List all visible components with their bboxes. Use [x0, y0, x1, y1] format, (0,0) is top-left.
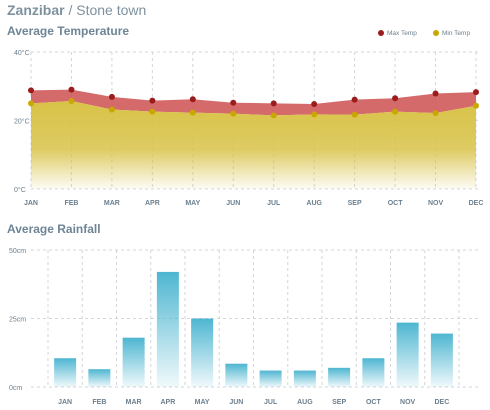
location-name: Zanzibar	[7, 2, 65, 18]
temp-legend: Max Temp Min Temp	[378, 30, 470, 37]
temp-x-tick-label: JUN	[226, 200, 240, 207]
min-temp-point	[108, 106, 115, 113]
temp-x-tick-label: NOV	[428, 200, 444, 207]
temp-x-tick-label: APR	[145, 200, 160, 207]
rain-bar	[54, 358, 77, 387]
max-temp-point	[68, 86, 75, 93]
temp-y-tick-label: 40°C	[14, 49, 30, 57]
rainfall-chart: 0cm 25cm 50cm JAN FEB MAR APR MAY JUN JUL AUG SEP OC…	[9, 248, 480, 406]
rain-y-tick-label: 0cm	[9, 385, 22, 392]
temperature-chart-title: Average Temperature	[7, 24, 130, 38]
legend-swatch	[378, 30, 384, 36]
temp-x-tick-label: FEB	[64, 200, 78, 207]
temp-x-tick-label: MAY	[185, 200, 200, 207]
location-separator: /	[68, 2, 73, 18]
temp-x-tick-label: SEP	[348, 200, 362, 207]
rain-y-tick-label: 50cm	[9, 248, 26, 255]
temp-x-tick-label: AUG	[306, 200, 322, 207]
rain-x-tick-label: DEC	[434, 399, 449, 406]
rain-bar	[362, 358, 385, 387]
rain-x-tick-label: MAY	[195, 399, 210, 406]
min-temp-point	[270, 112, 277, 119]
legend-label: Max Temp	[387, 30, 417, 37]
min-temp-point	[311, 111, 318, 118]
temp-x-tick-label: JAN	[24, 200, 38, 207]
rain-bar	[225, 363, 248, 387]
rain-x-tick-label: JUN	[229, 399, 243, 406]
location-header: Zanzibar / Stone town	[7, 2, 146, 18]
rain-x-tick-label: OCT	[366, 399, 382, 406]
max-temp-point	[432, 90, 439, 97]
min-temp-point	[392, 108, 399, 115]
rain-bar	[259, 370, 282, 387]
rain-bar	[88, 369, 111, 387]
rain-x-tick-label: JAN	[58, 399, 72, 406]
min-temp-point	[351, 111, 358, 118]
min-temp-point	[68, 97, 75, 104]
max-temp-point	[473, 89, 479, 96]
rain-bar	[328, 367, 351, 387]
max-temp-point	[189, 96, 196, 103]
min-temp-point	[230, 110, 237, 117]
rain-bar	[430, 333, 453, 387]
rain-x-tick-label: FEB	[92, 399, 106, 406]
min-temp-area	[31, 100, 476, 189]
min-temp-point	[473, 102, 479, 109]
min-temp-point	[149, 108, 156, 115]
min-temp-point	[28, 100, 34, 107]
max-temp-point	[392, 95, 399, 102]
temperature-chart: 0°C 20°C 40°C JAN FEB MAR APR MAY JUN JUL AUG SEP OC…	[14, 30, 484, 207]
rain-bar	[191, 318, 214, 387]
max-temp-point	[28, 87, 34, 94]
legend-label: Min Temp	[442, 30, 470, 37]
max-temp-point	[351, 96, 358, 103]
max-temp-point	[108, 93, 115, 100]
rain-x-tick-label: APR	[160, 399, 175, 406]
temp-x-tick-label: OCT	[388, 200, 404, 207]
rain-bar	[156, 271, 179, 387]
temp-y-tick-label: 20°C	[14, 118, 30, 126]
temp-y-tick-label: 0°C	[14, 186, 26, 194]
rain-x-tick-label: SEP	[332, 399, 346, 406]
rain-x-tick-label: AUG	[297, 399, 313, 406]
temp-x-tick-label: JUL	[267, 200, 281, 207]
rain-x-tick-label: MAR	[126, 399, 142, 406]
rain-bar	[396, 322, 419, 387]
rain-bar	[122, 337, 145, 387]
temp-x-tick-label: MAR	[104, 200, 120, 207]
temp-x-tick-label: DEC	[469, 200, 484, 207]
min-temp-point	[189, 109, 196, 116]
rain-x-tick-label: NOV	[400, 399, 416, 406]
rain-x-tick-label: JUL	[264, 399, 278, 406]
max-temp-area	[31, 89, 476, 116]
legend-swatch	[433, 30, 439, 36]
min-temp-point	[432, 109, 439, 116]
rainfall-chart-title: Average Rainfall	[7, 222, 101, 236]
rain-bar	[293, 370, 316, 387]
rain-y-tick-label: 25cm	[9, 317, 26, 324]
max-temp-point	[149, 97, 156, 104]
max-temp-point	[270, 100, 277, 107]
location-town: Stone town	[76, 2, 147, 18]
max-temp-point	[311, 101, 318, 108]
max-temp-point	[230, 99, 237, 106]
